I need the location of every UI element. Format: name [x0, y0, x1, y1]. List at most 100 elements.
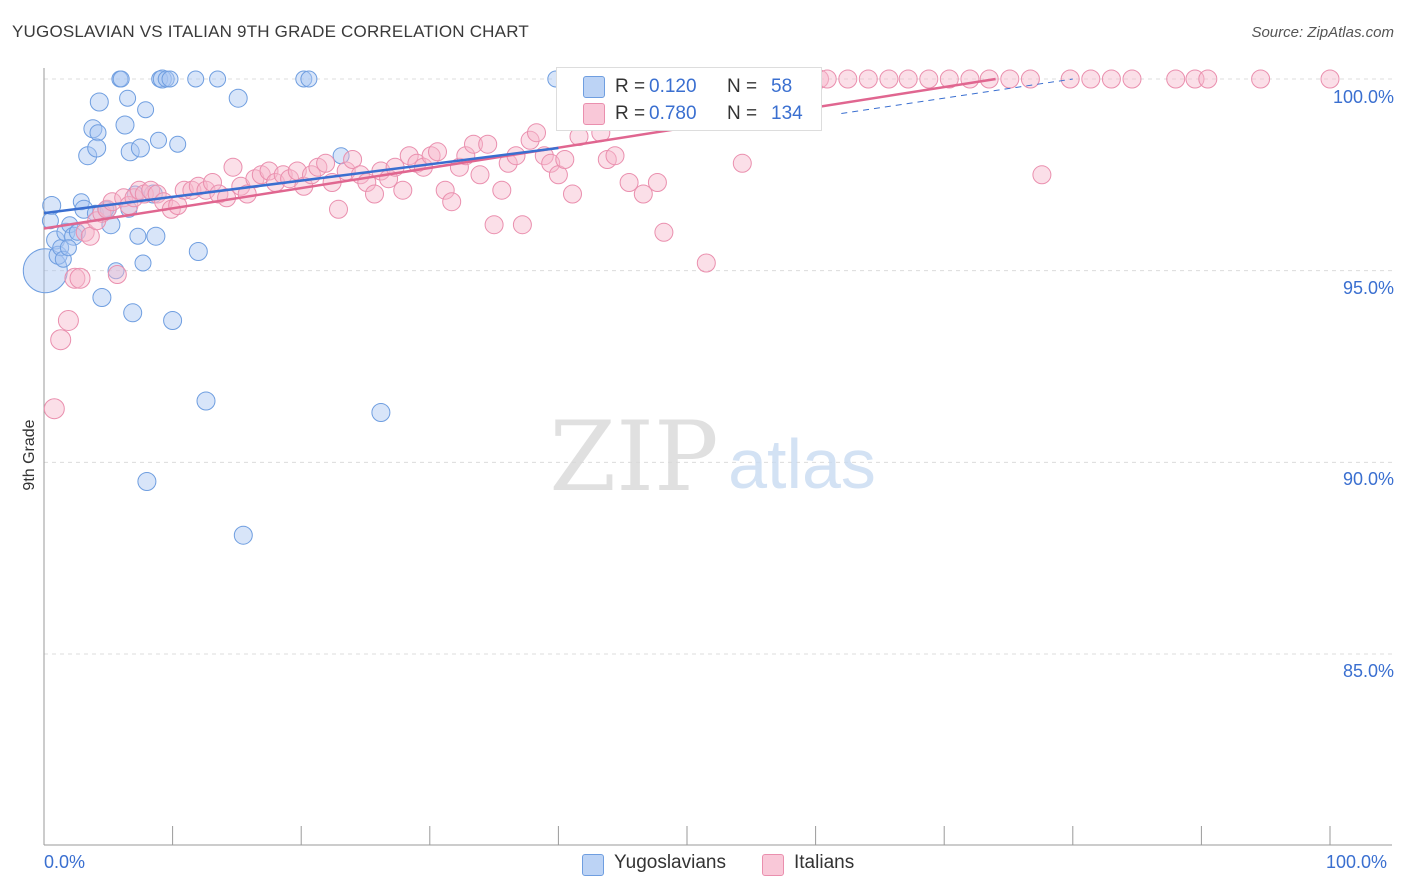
legend-r-value: 0.780: [649, 103, 697, 124]
legend-r-label: R =: [615, 76, 646, 97]
point-italian: [1251, 69, 1271, 89]
legend-row-yugoslavians: R = 0.120 N = 58: [557, 74, 821, 100]
legend-swatch-pink: [583, 103, 605, 125]
point-italian: [316, 153, 336, 173]
point-italian: [520, 130, 540, 150]
point-italian: [858, 69, 878, 89]
point-italian: [484, 215, 504, 235]
point-italian: [442, 192, 462, 212]
axes: [43, 68, 1392, 846]
point-italian: [64, 267, 86, 289]
point-yugoslavian: [233, 525, 253, 545]
y-tick-label-90: 90.0%: [1342, 469, 1394, 489]
point-italian: [365, 184, 384, 204]
point-italian: [633, 184, 653, 204]
point-yugoslavian: [300, 70, 318, 88]
watermark: ZIP atlas: [549, 401, 876, 513]
point-italian: [605, 146, 625, 166]
point-italian: [1032, 165, 1052, 185]
point-yugoslavian: [112, 70, 130, 88]
point-italian: [1101, 69, 1121, 89]
series-yugoslavians: [22, 69, 565, 545]
point-yugoslavian: [137, 101, 155, 119]
point-italian: [464, 134, 483, 154]
point-italian: [647, 173, 667, 192]
bottom-legend-label: Italians: [794, 852, 855, 873]
gridlines: [44, 78, 1392, 655]
point-yugoslavian: [134, 254, 152, 272]
point-yugoslavian: [89, 92, 109, 112]
point-yugoslavian: [22, 248, 68, 294]
x-tick-label-min: 0.0%: [44, 852, 86, 872]
point-italian: [960, 69, 980, 89]
point-italian: [196, 180, 216, 200]
point-yugoslavian: [59, 239, 77, 257]
point-yugoslavian: [209, 70, 227, 88]
legend-n-value: 134: [771, 103, 803, 124]
point-italian: [1166, 69, 1186, 89]
legend-n-label: N =: [727, 103, 758, 124]
point-italian: [939, 69, 959, 89]
x-tick-label-max: 100.0%: [1326, 852, 1388, 872]
point-italian: [107, 265, 127, 284]
point-italian: [1122, 69, 1142, 89]
point-italian: [563, 184, 582, 204]
point-italian: [898, 69, 918, 89]
point-yugoslavian: [46, 230, 66, 250]
point-italian: [478, 134, 498, 154]
point-yugoslavian: [169, 135, 187, 153]
point-italian: [732, 153, 752, 173]
point-italian: [69, 267, 91, 289]
watermark-atlas: atlas: [728, 425, 876, 503]
legend-row-italians: R = 0.780 N = 134: [557, 101, 821, 127]
point-italian: [527, 123, 546, 143]
legend-n-label: N =: [727, 76, 758, 97]
point-yugoslavian: [188, 242, 208, 261]
point-yugoslavian: [123, 303, 143, 323]
point-italian: [919, 69, 939, 89]
point-italian: [134, 184, 154, 204]
point-yugoslavian: [42, 196, 62, 215]
point-italian: [512, 215, 532, 235]
point-italian: [1081, 69, 1101, 89]
point-italian: [50, 329, 72, 351]
point-yugoslavian: [228, 88, 248, 108]
point-italian: [329, 199, 348, 219]
point-italian: [43, 398, 65, 420]
point-yugoslavian: [146, 226, 166, 246]
point-italian: [654, 222, 674, 242]
trend-line-yugoslavians: [43, 146, 559, 215]
point-yugoslavian: [92, 288, 112, 307]
point-italian: [259, 161, 279, 181]
point-yugoslavian: [295, 70, 313, 88]
point-italian: [555, 150, 575, 169]
point-italian: [223, 157, 243, 177]
point-italian: [541, 153, 561, 173]
point-yugoslavian: [371, 403, 391, 422]
point-yugoslavian: [120, 142, 140, 162]
stats-legend: R = 0.120 N = 58 R = 0.780 N = 134: [556, 67, 822, 131]
y-tick-label-95: 95.0%: [1342, 278, 1394, 298]
trend-lines: [43, 77, 1073, 230]
legend-r-value: 0.120: [649, 76, 697, 97]
point-yugoslavian: [187, 70, 205, 88]
y-tick-label-85: 85.0%: [1342, 661, 1394, 681]
point-italian: [75, 222, 95, 242]
point-yugoslavian: [157, 70, 175, 88]
point-yugoslavian: [130, 138, 150, 158]
legend-swatch-blue: [583, 76, 605, 98]
point-yugoslavian: [151, 70, 169, 88]
point-italian: [1000, 69, 1020, 89]
point-italian: [435, 180, 455, 200]
point-yugoslavian: [87, 138, 107, 158]
point-italian: [1198, 69, 1218, 89]
legend-n-value: 58: [771, 76, 793, 97]
point-yugoslavian: [161, 70, 179, 88]
point-yugoslavian: [196, 391, 216, 411]
bottom-legend-swatch-blue: [582, 854, 604, 876]
point-italian: [428, 142, 447, 162]
point-italian: [57, 310, 79, 331]
legend-r-label: R =: [615, 103, 646, 124]
point-italian: [343, 150, 363, 169]
